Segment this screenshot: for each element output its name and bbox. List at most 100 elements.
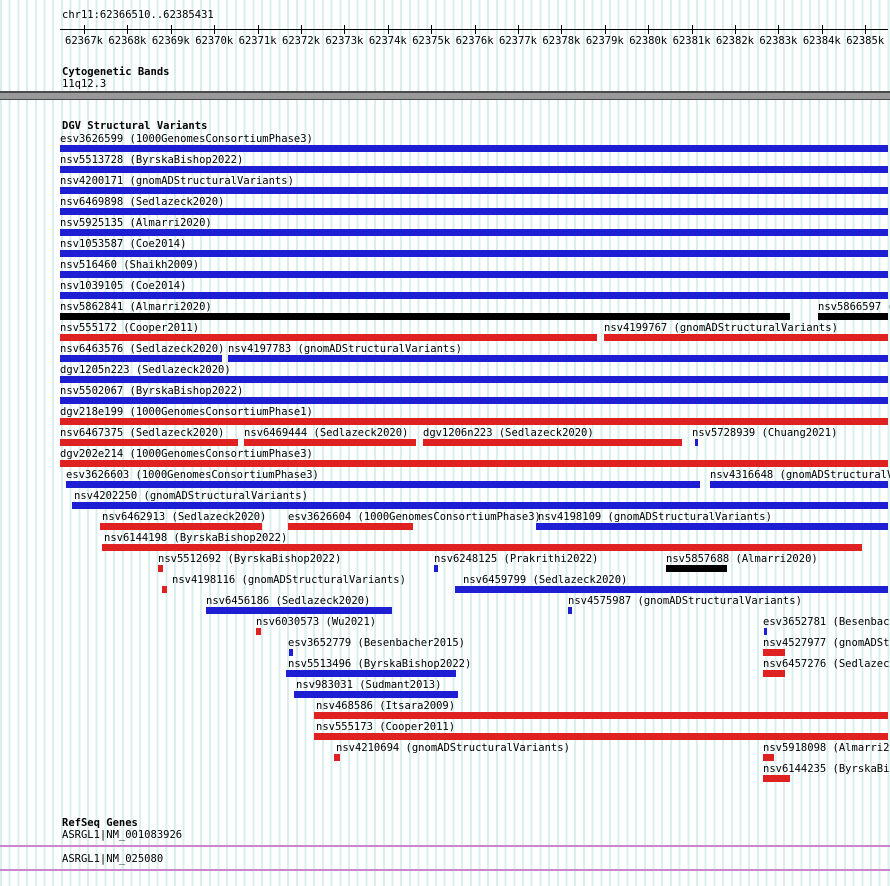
variant-label[interactable]: nsv5918098 (Almarri2020) xyxy=(763,742,890,754)
variant-bar[interactable] xyxy=(60,166,888,173)
variant-bar[interactable] xyxy=(288,523,413,530)
variant-bar[interactable] xyxy=(818,313,888,320)
ruler-label[interactable]: 62375k xyxy=(412,35,451,47)
variant-bar[interactable] xyxy=(763,670,785,677)
variant-bar[interactable] xyxy=(206,607,392,614)
variant-label[interactable]: nsv6030573 (Wu2021) xyxy=(256,616,377,628)
variant-bar[interactable] xyxy=(289,649,293,656)
variant-label[interactable]: esv3626603 (1000GenomesConsortiumPhase3) xyxy=(66,469,319,481)
variant-bar[interactable] xyxy=(100,523,262,530)
variant-label[interactable]: nsv1039105 (Coe2014) xyxy=(60,280,187,292)
ruler-label[interactable]: 62369k xyxy=(151,35,190,47)
gene-line[interactable] xyxy=(0,845,890,847)
variant-label[interactable]: nsv5866597 (Almarri2020) xyxy=(818,301,890,313)
variant-label[interactable]: nsv4198116 (gnomADStructuralVariants) xyxy=(172,574,406,586)
variant-bar[interactable] xyxy=(710,481,888,488)
variant-bar[interactable] xyxy=(536,523,888,530)
variant-bar[interactable] xyxy=(60,313,790,320)
variant-label[interactable]: nsv4527977 (gnomADStructuralVariants) xyxy=(763,637,890,649)
variant-label[interactable]: esv3652779 (Besenbacher2015) xyxy=(288,637,466,649)
variant-label[interactable]: nsv6469444 (Sedlazeck2020) xyxy=(244,427,409,439)
variant-bar[interactable] xyxy=(60,271,888,278)
variant-bar[interactable] xyxy=(60,439,238,446)
variant-label[interactable]: nsv555172 (Cooper2011) xyxy=(60,322,200,334)
variant-bar[interactable] xyxy=(60,334,597,341)
variant-bar[interactable] xyxy=(763,649,785,656)
variant-bar[interactable] xyxy=(455,586,888,593)
ruler-label[interactable]: 62367k xyxy=(65,35,103,47)
ruler-label[interactable]: 62379k xyxy=(585,35,624,47)
variant-bar[interactable] xyxy=(60,292,888,299)
ruler-label[interactable]: 62374k xyxy=(368,35,407,47)
variant-bar[interactable] xyxy=(764,628,767,635)
variant-label[interactable]: nsv5513728 (ByrskaBishop2022) xyxy=(60,154,244,166)
ruler-label[interactable]: 62378k xyxy=(542,35,581,47)
variant-bar[interactable] xyxy=(695,439,698,446)
ruler-label[interactable]: 62373k xyxy=(325,35,364,47)
gene-line[interactable] xyxy=(0,869,890,871)
variant-bar[interactable] xyxy=(434,565,438,572)
variant-bar[interactable] xyxy=(294,691,458,698)
variant-bar[interactable] xyxy=(158,565,163,572)
ruler-label[interactable]: 62371k xyxy=(238,35,277,47)
variant-bar[interactable] xyxy=(60,229,888,236)
variant-bar[interactable] xyxy=(60,208,888,215)
variant-bar[interactable] xyxy=(60,145,888,152)
ruler-label[interactable]: 62377k xyxy=(499,35,537,47)
variant-label[interactable]: nsv4210694 (gnomADStructuralVariants) xyxy=(336,742,570,754)
variant-label[interactable]: nsv5728939 (Chuang2021) xyxy=(692,427,838,439)
variant-label[interactable]: nsv4198109 (gnomADStructuralVariants) xyxy=(538,511,772,523)
variant-bar[interactable] xyxy=(60,250,888,257)
variant-bar[interactable] xyxy=(256,628,261,635)
variant-bar[interactable] xyxy=(60,418,888,425)
variant-bar[interactable] xyxy=(763,754,774,761)
variant-bar[interactable] xyxy=(228,355,888,362)
variant-label[interactable]: nsv6144235 (ByrskaBishop2022) xyxy=(763,763,890,775)
variant-bar[interactable] xyxy=(60,376,888,383)
variant-label[interactable]: dgv218e199 (1000GenomesConsortiumPhase1) xyxy=(60,406,313,418)
variant-label[interactable]: nsv5502067 (ByrskaBishop2022) xyxy=(60,385,244,397)
variant-bar[interactable] xyxy=(334,754,340,761)
variant-label[interactable]: nsv6459799 (Sedlazeck2020) xyxy=(463,574,628,586)
variant-label[interactable]: dgv1206n223 (Sedlazeck2020) xyxy=(423,427,594,439)
variant-label[interactable]: nsv983031 (Sudmant2013) xyxy=(296,679,442,691)
variant-label[interactable]: nsv5513496 (ByrskaBishop2022) xyxy=(288,658,472,670)
ruler-label[interactable]: 62380k xyxy=(629,35,668,47)
variant-bar[interactable] xyxy=(66,481,700,488)
variant-bar[interactable] xyxy=(244,439,416,446)
variant-label[interactable]: nsv6144198 (ByrskaBishop2022) xyxy=(104,532,288,544)
variant-bar[interactable] xyxy=(102,544,862,551)
variant-label[interactable]: nsv6457276 (Sedlazeck2020) xyxy=(763,658,890,670)
variant-bar[interactable] xyxy=(763,775,790,782)
ruler-label[interactable]: 62381k xyxy=(672,35,711,47)
variant-bar[interactable] xyxy=(666,565,727,572)
cytoband-bar[interactable] xyxy=(0,91,890,100)
variant-label[interactable]: nsv1053587 (Coe2014) xyxy=(60,238,187,250)
variant-label[interactable]: nsv6463576 (Sedlazeck2020) xyxy=(60,343,225,355)
variant-bar[interactable] xyxy=(604,334,888,341)
variant-bar[interactable] xyxy=(568,607,572,614)
variant-bar[interactable] xyxy=(314,712,888,719)
ruler-label[interactable]: 62372k xyxy=(282,35,320,47)
variant-label[interactable]: esv3652781 (Besenbacher2015) xyxy=(763,616,890,628)
variant-label[interactable]: dgv1205n223 (Sedlazeck2020) xyxy=(60,364,231,376)
variant-label[interactable]: esv3626599 (1000GenomesConsortiumPhase3) xyxy=(60,133,313,145)
variant-label[interactable]: nsv4197783 (gnomADStructuralVariants) xyxy=(228,343,462,355)
variant-label[interactable]: dgv202e214 (1000GenomesConsortiumPhase3) xyxy=(60,448,313,460)
variant-label[interactable]: nsv4200171 (gnomADStructuralVariants) xyxy=(60,175,294,187)
variant-label[interactable]: nsv555173 (Cooper2011) xyxy=(316,721,456,733)
variant-bar[interactable] xyxy=(162,586,167,593)
variant-label[interactable]: nsv4575987 (gnomADStructuralVariants) xyxy=(568,595,802,607)
variant-label[interactable]: nsv6456186 (Sedlazeck2020) xyxy=(206,595,371,607)
variant-label[interactable]: nsv5862841 (Almarri2020) xyxy=(60,301,212,313)
variant-label[interactable]: nsv516460 (Shaikh2009) xyxy=(60,259,200,271)
variant-label[interactable]: nsv6467375 (Sedlazeck2020) xyxy=(60,427,225,439)
gene-label[interactable]: ASRGL1|NM_025080 xyxy=(62,853,164,865)
variant-label[interactable]: nsv468586 (Itsara2009) xyxy=(316,700,456,712)
variant-bar[interactable] xyxy=(72,502,888,509)
ruler-label[interactable]: 62376k xyxy=(455,35,494,47)
variant-label[interactable]: nsv5857688 (Almarri2020) xyxy=(666,553,818,565)
variant-label[interactable]: nsv4199767 (gnomADStructuralVariants) xyxy=(604,322,838,334)
variant-label[interactable]: nsv4316648 (gnomADStructuralVariants) xyxy=(710,469,890,481)
variant-bar[interactable] xyxy=(60,355,222,362)
